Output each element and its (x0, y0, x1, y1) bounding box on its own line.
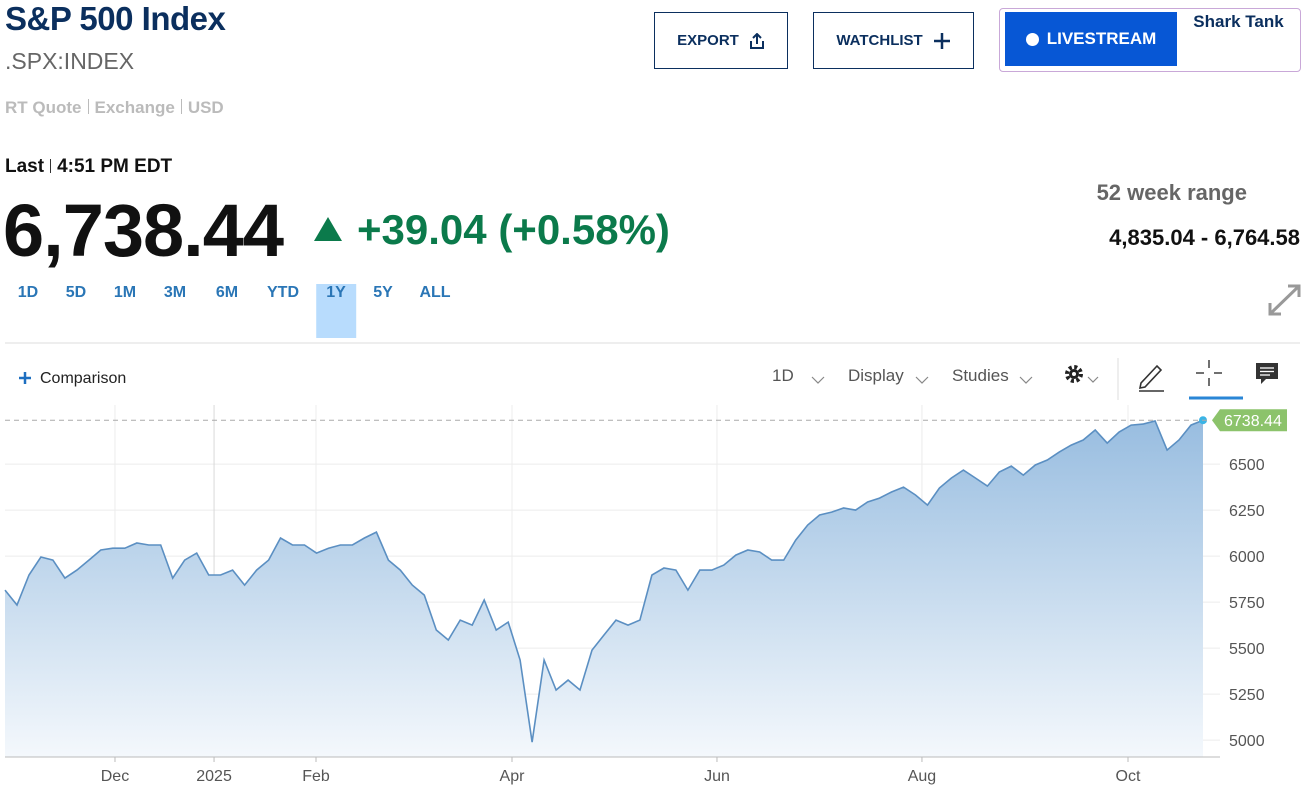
button-label: WATCHLIST (836, 32, 923, 49)
livestream-button[interactable]: LIVESTREAM (1005, 12, 1177, 66)
change: +39.04 (+0.58%) (357, 206, 670, 254)
comment-icon[interactable] (1256, 363, 1278, 384)
watchlist-button[interactable]: WATCHLIST (813, 12, 974, 69)
range-tab[interactable]: YTD (267, 284, 299, 301)
range-tab[interactable]: 1M (113, 284, 137, 301)
y-tick-label: 6000 (1229, 549, 1265, 566)
price-tag (1212, 409, 1287, 432)
range-tab[interactable]: 1D (17, 284, 39, 301)
settings-icon[interactable] (1065, 365, 1083, 383)
button-label: LIVESTREAM (1046, 29, 1157, 48)
comparison[interactable]: Comparison (40, 370, 127, 387)
range-tab[interactable]: 5D (65, 284, 87, 301)
y-tick-label: 5250 (1229, 687, 1265, 704)
interval-menu[interactable]: 1D (772, 366, 794, 385)
dropdown-chevrons (811, 376, 1099, 384)
range-label: 52 week range (1096, 180, 1247, 205)
change-value: +39.04 (357, 206, 487, 253)
studies-menu[interactable]: Studies (952, 366, 1009, 385)
price-tag-label: 6738.44 (1224, 413, 1282, 430)
live-dot (1025, 32, 1039, 46)
meta-item: USD (187, 98, 224, 117)
range-tab[interactable]: 5Y (373, 284, 393, 301)
show-link[interactable]: Shark Tank (1193, 12, 1284, 31)
y-tick-label: 6250 (1229, 503, 1265, 520)
export-icon (749, 32, 764, 49)
export-button[interactable]: EXPORT (654, 12, 788, 69)
meta-item: RT Quote (5, 98, 82, 117)
comparison-plus[interactable] (19, 372, 31, 384)
y-tick-label: 5000 (1229, 733, 1265, 750)
livestream-box: LIVESTREAM Shark Tank (999, 8, 1301, 72)
button-label: EXPORT (677, 32, 739, 49)
x-tick-label: Dec (101, 768, 129, 785)
y-tick-label: 6500 (1229, 457, 1265, 474)
crosshair-icon[interactable] (1196, 360, 1222, 386)
x-tick-label: Apr (500, 768, 526, 785)
draw-icon[interactable] (1138, 364, 1164, 392)
page-title: S&P 500 Index (5, 0, 226, 37)
change-percent: (+0.58%) (498, 206, 670, 253)
range-value: 4,835.04 - 6,764.58 (1109, 225, 1300, 250)
line (4, 419, 1204, 743)
x-tick-label: Aug (908, 768, 936, 785)
x-tick-label: Jun (704, 768, 730, 785)
meta-item: Exchange (94, 98, 175, 117)
area (5, 420, 1203, 757)
range-tab[interactable]: 6M (215, 284, 239, 301)
expand-icon[interactable] (1268, 284, 1301, 316)
price: 6,738.44 (3, 189, 284, 272)
quote-time: 4:51 PM EDT (57, 156, 173, 177)
quote-meta: RT Quote Exchange USD (5, 98, 224, 118)
up-arrow (314, 217, 342, 241)
y-tick-label: 5750 (1229, 595, 1265, 612)
range-tab[interactable]: ALL (419, 284, 451, 301)
last-label: Last (5, 156, 45, 177)
last-line: Last 4:51 PM EDT (5, 156, 172, 178)
range-tab[interactable]: 1Y (316, 284, 356, 338)
x-tick-label: Feb (302, 768, 330, 785)
plus-icon (933, 32, 950, 49)
display-menu[interactable]: Display (848, 366, 904, 385)
x-tick-label: Oct (1116, 768, 1141, 785)
y-tick-label: 5500 (1229, 641, 1265, 658)
x-tick-label: 2025 (196, 768, 232, 785)
range-tab[interactable]: 3M (163, 284, 187, 301)
symbol: .SPX:INDEX (5, 48, 135, 74)
